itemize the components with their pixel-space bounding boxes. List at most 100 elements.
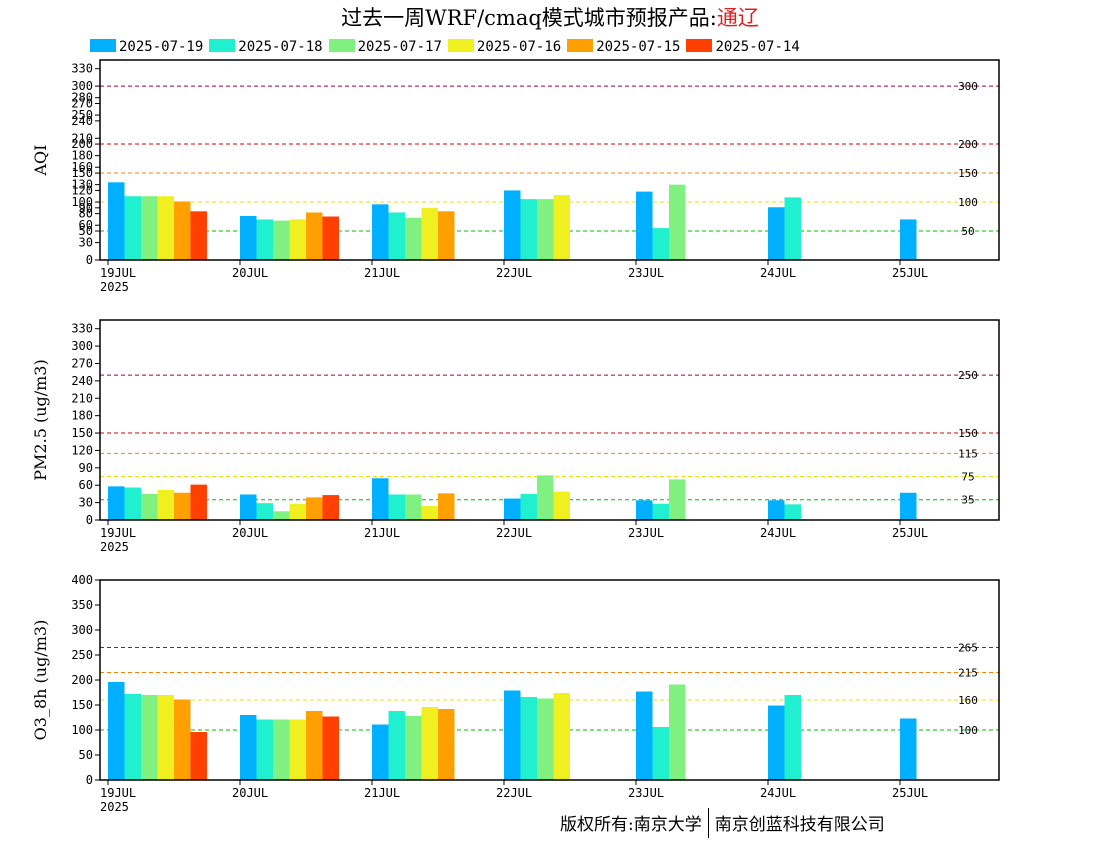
bar (190, 732, 207, 780)
bar (652, 727, 669, 780)
bar (124, 487, 141, 520)
bar (174, 699, 191, 780)
y-axis-label: O3_8h (ug/m3) (31, 620, 50, 741)
bar (108, 682, 125, 780)
x-tick-label: 25JUL (892, 786, 928, 800)
footer: 版权所有:南京大学 南京创蓝科技有限公司 (560, 808, 885, 838)
legend-item: 2025-07-14 (686, 39, 800, 55)
chart-panel-3: 100 160 215 265 0 50 100 150 200 250 300 350 400 19JU… (31, 573, 1000, 814)
threshold-label: 150 (958, 427, 978, 440)
bar (405, 494, 422, 520)
bar (504, 690, 521, 780)
threshold-label: 200 (958, 138, 978, 151)
y-tick-label: 100 (71, 723, 93, 737)
bar (240, 715, 257, 780)
x-tick-label: 24JUL (760, 786, 796, 800)
bar (669, 479, 686, 520)
legend-swatch (447, 39, 474, 52)
y-tick-label: 210 (71, 391, 93, 405)
y-tick-label: 150 (71, 166, 93, 180)
bar (256, 719, 273, 780)
bar (537, 199, 554, 260)
bar (421, 506, 438, 520)
bar (322, 495, 339, 520)
x-tick-label: 22JUL (496, 266, 532, 280)
bar (537, 698, 554, 780)
bar (388, 494, 405, 520)
bar (537, 475, 554, 520)
bar (553, 195, 570, 260)
legend-label: 2025-07-14 (715, 39, 800, 55)
legend-item: 2025-07-17 (328, 39, 442, 55)
y-tick-label: 120 (71, 443, 93, 457)
threshold-label: 100 (958, 196, 978, 209)
bar (669, 684, 686, 780)
chart-panel-2: 35 75 115 150 250 0 30 60 90 120 150 180 210 240 270 30… (31, 319, 1000, 554)
y-tick-label: 300 (71, 79, 93, 93)
y-tick-label: 270 (71, 96, 93, 110)
page-title: 过去一周WRF/cmaq模式城市预报产品:通辽 (0, 2, 1100, 32)
x-year-label: 2025 (100, 540, 129, 554)
bar (652, 228, 669, 260)
threshold-label: 35 (961, 494, 974, 507)
threshold-label: 265 (958, 642, 978, 655)
threshold-label: 250 (958, 369, 978, 382)
y-tick-label: 200 (71, 673, 93, 687)
bar (636, 500, 653, 520)
bar (190, 484, 207, 520)
legend-label: 2025-07-17 (357, 39, 442, 55)
y-tick-label: 130 (71, 178, 93, 192)
bar (636, 691, 653, 780)
bar (520, 493, 537, 520)
y-tick-label: 300 (71, 339, 93, 353)
bar (388, 212, 405, 260)
y-tick-label: 60 (79, 478, 93, 492)
city-name: 通辽 (716, 6, 759, 30)
x-tick-label: 20JUL (232, 266, 268, 280)
bar (174, 201, 191, 260)
bar (306, 497, 323, 520)
x-tick-label: 19JUL (100, 266, 136, 280)
bar (900, 492, 917, 520)
bar (504, 190, 521, 260)
bar (520, 697, 537, 780)
y-tick-label: 330 (71, 62, 93, 76)
bar (405, 716, 422, 780)
y-tick-label: 30 (79, 236, 93, 250)
bar (306, 212, 323, 260)
y-tick-label: 200 (71, 137, 93, 151)
legend-label: 2025-07-19 (119, 39, 204, 55)
y-tick-label: 150 (71, 426, 93, 440)
x-tick-label: 25JUL (892, 526, 928, 540)
bar (553, 491, 570, 520)
y-tick-label: 60 (79, 218, 93, 232)
legend-item: 2025-07-15 (567, 39, 680, 55)
bar (141, 196, 158, 260)
y-tick-label: 80 (79, 207, 93, 221)
copyright-text: 版权所有:南京大学 (560, 815, 702, 835)
bar (768, 705, 785, 780)
bar (273, 719, 290, 780)
bar (438, 493, 455, 520)
bar (421, 707, 438, 780)
x-tick-label: 23JUL (628, 526, 664, 540)
x-tick-label: 20JUL (232, 526, 268, 540)
bar (372, 724, 389, 780)
bar (124, 196, 141, 260)
bar (322, 216, 339, 260)
bar (900, 718, 917, 780)
y-tick-label: 350 (71, 598, 93, 612)
legend-swatch (328, 39, 355, 52)
x-tick-label: 21JUL (364, 786, 400, 800)
bar (322, 716, 339, 780)
chart-panel-1: 5010015020030003050608090100120130150160… (31, 59, 1000, 294)
y-tick-label: 0 (86, 773, 93, 787)
y-tick-label: 50 (79, 748, 93, 762)
x-tick-label: 23JUL (628, 786, 664, 800)
bar (421, 207, 438, 260)
bar (157, 695, 174, 780)
x-tick-label: 25JUL (892, 266, 928, 280)
bar (289, 219, 306, 260)
x-tick-label: 21JUL (364, 266, 400, 280)
